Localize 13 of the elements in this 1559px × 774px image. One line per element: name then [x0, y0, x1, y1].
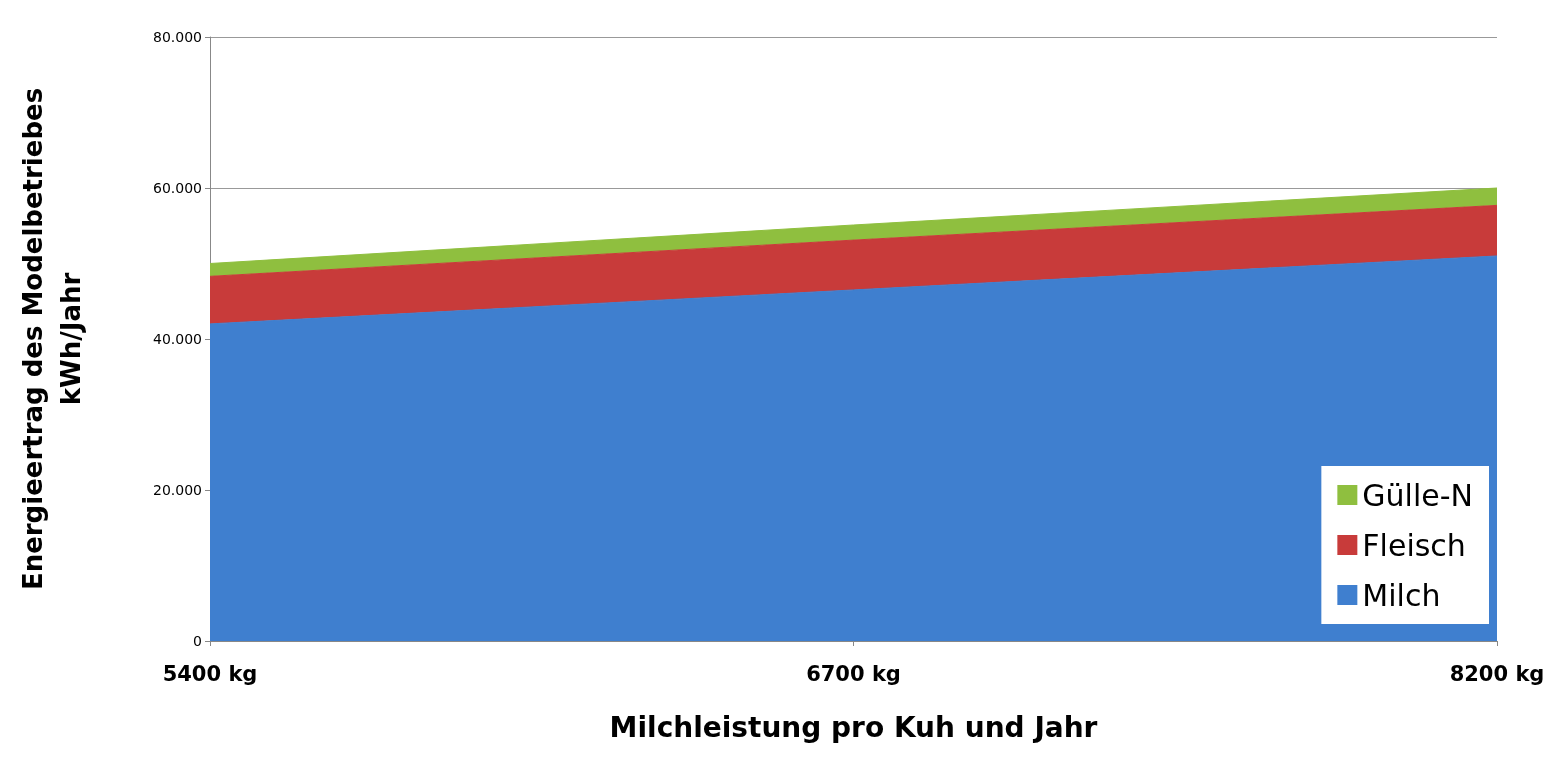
x-tick-label: 5400 kg — [162, 661, 258, 686]
legend-label: Milch — [1362, 577, 1441, 613]
y-tick-label: 60.000 — [153, 180, 202, 196]
x-tick-label: 6700 kg — [806, 661, 901, 686]
legend-label: Gülle-N — [1362, 477, 1473, 513]
legend-label: Fleisch — [1362, 527, 1466, 563]
y-tick-label: 80.000 — [153, 29, 202, 45]
y-tick-label: 20.000 — [153, 482, 202, 498]
y-tick-label: 0 — [193, 633, 202, 649]
y-tick-label: 40.000 — [153, 331, 202, 347]
y-axis-title: Energieertrag des Modelbetriebes kWh/Jahr — [18, 87, 86, 591]
x-tick-label: 8200 kg — [1449, 661, 1545, 686]
x-axis-title: Milchleistung pro Kuh und Jahr — [609, 710, 1098, 744]
